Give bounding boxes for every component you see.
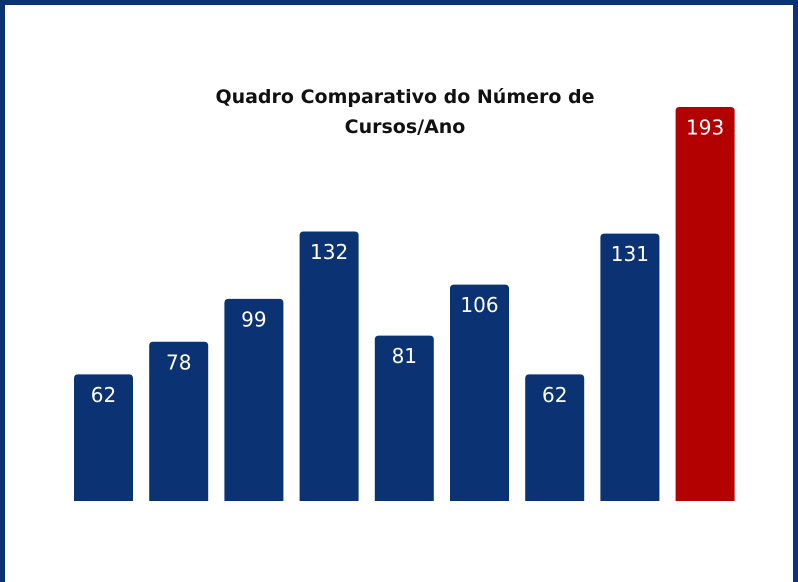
bar (600, 233, 660, 501)
chart-title: Quadro Comparativo do Número de Cursos/A… (215, 86, 595, 138)
data-label: 131 (611, 242, 649, 266)
data-label: 193 (686, 116, 724, 140)
bar (224, 298, 284, 501)
bar (374, 335, 434, 501)
data-label: 106 (460, 293, 498, 317)
data-label: 81 (392, 344, 417, 368)
bar (450, 284, 509, 501)
data-label: 62 (91, 383, 116, 407)
bar (525, 374, 585, 501)
data-label: 78 (166, 350, 191, 374)
bar (675, 107, 735, 501)
data-label: 99 (241, 307, 266, 331)
bar (74, 374, 133, 501)
bar (299, 231, 359, 501)
bar (149, 341, 209, 501)
data-label: 62 (542, 383, 567, 407)
data-label: 132 (310, 240, 348, 264)
